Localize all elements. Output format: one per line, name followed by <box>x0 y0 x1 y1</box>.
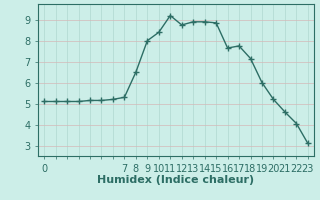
X-axis label: Humidex (Indice chaleur): Humidex (Indice chaleur) <box>97 175 255 185</box>
